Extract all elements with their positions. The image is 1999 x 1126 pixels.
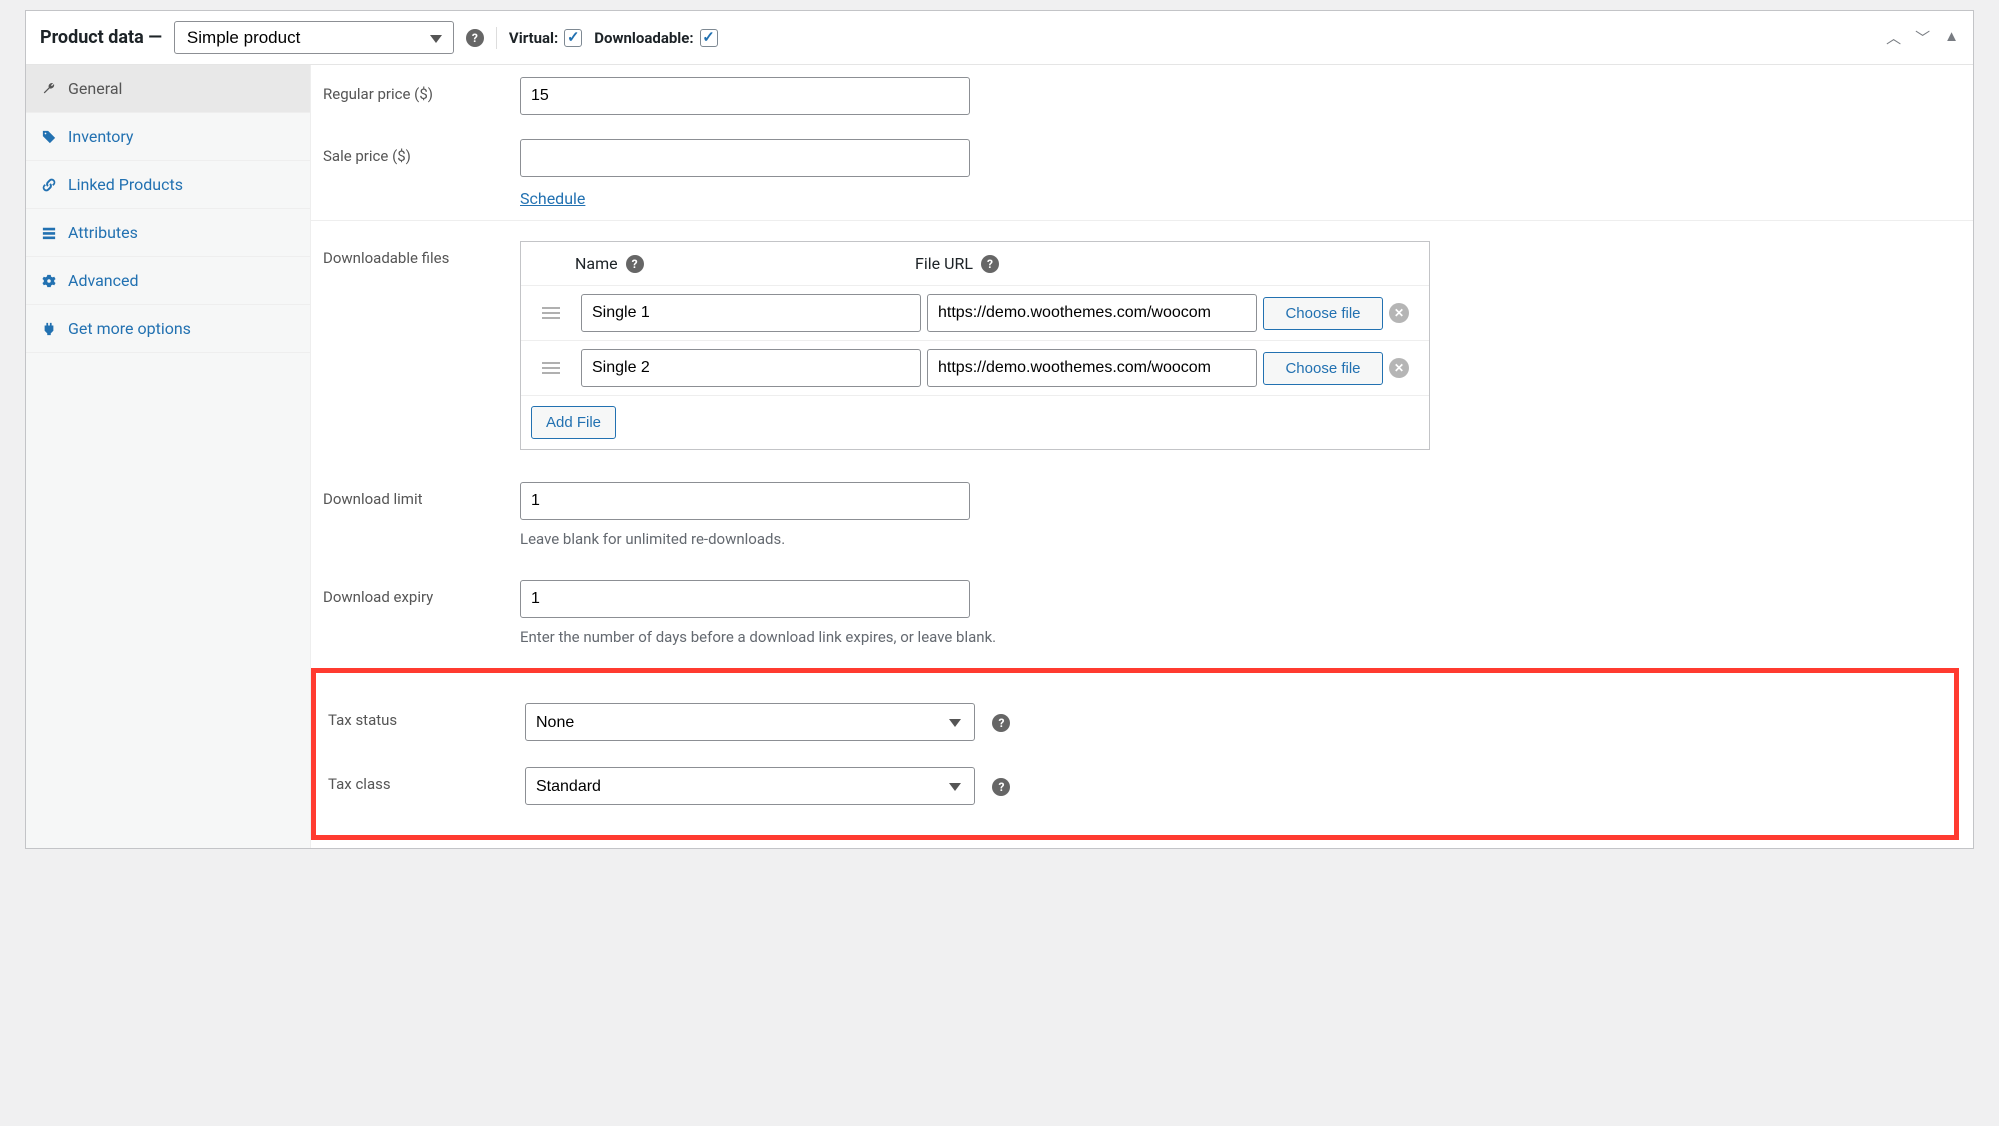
help-icon[interactable]: ? bbox=[626, 255, 644, 273]
help-icon[interactable]: ? bbox=[981, 255, 999, 273]
tag-icon bbox=[42, 130, 58, 144]
add-file-button[interactable]: Add File bbox=[531, 406, 616, 439]
tax-status-label: Tax status bbox=[328, 703, 513, 729]
toggle-panel-icon[interactable]: ▲ bbox=[1944, 27, 1959, 48]
file-url-input[interactable] bbox=[927, 294, 1257, 332]
name-header: Name ? bbox=[575, 254, 915, 273]
move-down-icon[interactable]: ﹀ bbox=[1915, 27, 1930, 48]
content: Regular price ($) Sale price ($) Schedul… bbox=[311, 65, 1973, 848]
field-download-expiry: Download expiry Enter the number of days… bbox=[311, 560, 1973, 658]
field-sale-price: Sale price ($) Schedule bbox=[311, 127, 1973, 220]
download-expiry-input[interactable] bbox=[520, 580, 970, 618]
choose-file-button[interactable]: Choose file bbox=[1263, 297, 1383, 330]
url-header: File URL ? bbox=[915, 254, 1245, 273]
delete-file-icon[interactable]: ✕ bbox=[1389, 303, 1409, 323]
field-tax-class: Tax class Standard ? bbox=[316, 753, 1954, 817]
tax-highlight-box: Tax status None ? Tax class bbox=[311, 668, 1959, 840]
downloadable-checkbox[interactable] bbox=[700, 29, 718, 47]
files-table: Name ? File URL ? bbox=[520, 241, 1430, 450]
files-table-footer: Add File bbox=[521, 395, 1429, 449]
file-row: Choose file ✕ bbox=[521, 285, 1429, 340]
download-limit-label: Download limit bbox=[323, 482, 508, 508]
field-download-limit: Download limit Leave blank for unlimited… bbox=[311, 462, 1973, 560]
divider bbox=[496, 27, 497, 49]
regular-price-label: Regular price ($) bbox=[323, 77, 508, 103]
virtual-checkbox[interactable] bbox=[564, 29, 582, 47]
drag-handle-icon[interactable] bbox=[527, 307, 575, 319]
link-icon bbox=[42, 178, 58, 192]
help-icon[interactable]: ? bbox=[466, 29, 484, 47]
field-downloadable-files: Downloadable files Name ? File URL ? bbox=[311, 220, 1973, 462]
sidebar-item-get-more-options[interactable]: Get more options bbox=[26, 305, 310, 353]
product-type-select-wrap: Simple product bbox=[174, 21, 454, 54]
virtual-label: Virtual: bbox=[509, 29, 558, 47]
field-regular-price: Regular price ($) bbox=[311, 65, 1973, 127]
sidebar-item-label: Get more options bbox=[68, 319, 191, 338]
downloadable-checkbox-group: Downloadable: bbox=[594, 29, 717, 47]
download-limit-input[interactable] bbox=[520, 482, 970, 520]
field-tax-status: Tax status None ? bbox=[316, 691, 1954, 753]
product-type-select[interactable]: Simple product bbox=[174, 21, 454, 54]
drag-handle-icon[interactable] bbox=[527, 362, 575, 374]
help-icon[interactable]: ? bbox=[992, 778, 1010, 796]
delete-file-icon[interactable]: ✕ bbox=[1389, 358, 1409, 378]
product-data-panel: Product data — Simple product ? Virtual:… bbox=[25, 10, 1974, 849]
sidebar-item-general[interactable]: General bbox=[26, 65, 310, 113]
help-icon[interactable]: ? bbox=[992, 714, 1010, 732]
downloadable-files-label: Downloadable files bbox=[323, 241, 508, 267]
sidebar-item-label: Attributes bbox=[68, 223, 138, 242]
sale-price-input[interactable] bbox=[520, 139, 970, 177]
sidebar-item-inventory[interactable]: Inventory bbox=[26, 113, 310, 161]
sidebar-item-label: Advanced bbox=[68, 271, 139, 290]
panel-toggle-icons: ︿ ﹀ ▲ bbox=[1886, 27, 1959, 48]
tax-status-select[interactable]: None bbox=[525, 703, 975, 741]
download-expiry-label: Download expiry bbox=[323, 580, 508, 606]
download-limit-hint: Leave blank for unlimited re-downloads. bbox=[520, 530, 1953, 548]
panel-header: Product data — Simple product ? Virtual:… bbox=[26, 11, 1973, 65]
tax-class-label: Tax class bbox=[328, 767, 513, 793]
regular-price-input[interactable] bbox=[520, 77, 970, 115]
file-row: Choose file ✕ bbox=[521, 340, 1429, 395]
files-table-header: Name ? File URL ? bbox=[521, 242, 1429, 285]
choose-file-button[interactable]: Choose file bbox=[1263, 352, 1383, 385]
virtual-checkbox-group: Virtual: bbox=[509, 29, 582, 47]
sidebar-item-advanced[interactable]: Advanced bbox=[26, 257, 310, 305]
file-name-input[interactable] bbox=[581, 349, 921, 387]
tax-class-select[interactable]: Standard bbox=[525, 767, 975, 805]
schedule-link[interactable]: Schedule bbox=[520, 189, 585, 208]
file-url-input[interactable] bbox=[927, 349, 1257, 387]
plugin-icon bbox=[42, 322, 58, 336]
sidebar-item-label: General bbox=[68, 79, 122, 98]
panel-title: Product data — bbox=[40, 27, 162, 48]
list-icon bbox=[42, 226, 58, 240]
sidebar-item-label: Inventory bbox=[68, 127, 134, 146]
gear-icon bbox=[42, 274, 58, 288]
panel-body: General Inventory Linked Products Attrib… bbox=[26, 65, 1973, 848]
sale-price-label: Sale price ($) bbox=[323, 139, 508, 165]
download-expiry-hint: Enter the number of days before a downlo… bbox=[520, 628, 1953, 646]
sidebar-item-attributes[interactable]: Attributes bbox=[26, 209, 310, 257]
downloadable-label: Downloadable: bbox=[594, 29, 693, 47]
sidebar-item-linked-products[interactable]: Linked Products bbox=[26, 161, 310, 209]
move-up-icon[interactable]: ︿ bbox=[1886, 27, 1901, 48]
sidebar-item-label: Linked Products bbox=[68, 175, 183, 194]
wrench-icon bbox=[42, 82, 58, 96]
file-name-input[interactable] bbox=[581, 294, 921, 332]
sidebar: General Inventory Linked Products Attrib… bbox=[26, 65, 311, 848]
